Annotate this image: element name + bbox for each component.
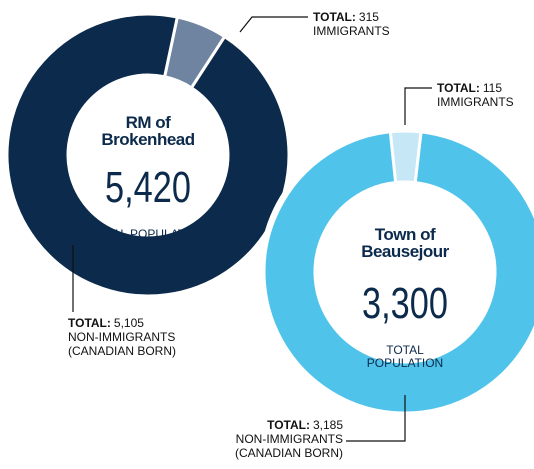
donut-slice — [262, 130, 534, 415]
value-label: 3,185 — [312, 418, 343, 432]
donut-beausejour — [259, 126, 534, 418]
center-text: Town of Beausejour 3,300 TOTAL POPULATIO… — [335, 208, 475, 388]
leader-line — [404, 87, 432, 125]
value-label: 115 — [482, 81, 503, 95]
total-caption: TOTAL POPULATION — [366, 343, 444, 370]
label-prefix: TOTAL: — [267, 418, 310, 432]
total-caption: TOTAL POPULATION — [89, 227, 207, 241]
donut-brokenhead — [5, 12, 291, 298]
value-label: 315 — [358, 10, 379, 24]
label-prefix: TOTAL: — [68, 316, 111, 330]
slice-label: TOTAL: 115 IMMIGRANTS — [437, 81, 514, 109]
slice-label: TOTAL: 315 IMMIGRANTS — [313, 10, 390, 38]
donut-hole — [316, 183, 494, 361]
label-prefix: TOTAL: — [437, 81, 480, 95]
total-value: 5,420 — [105, 163, 191, 212]
category-label: IMMIGRANTS — [437, 95, 514, 109]
slice-label: TOTAL: 3,185 NON-IMMIGRANTS (CANADIAN BORN… — [180, 418, 343, 460]
slice-label: TOTAL: 5,105 NON-IMMIGRANTS (CANADIAN BORN… — [68, 316, 176, 358]
total-value: 3,300 — [362, 279, 448, 328]
chart-title: RM of Brokenhead — [101, 113, 195, 149]
donut-hole — [69, 76, 227, 234]
donut-slice — [5, 12, 291, 298]
category-label: NON-IMMIGRANTS (CANADIAN BORN) — [68, 330, 177, 358]
leader-line — [239, 16, 308, 33]
center-text: RM of Brokenhead 5,420 TOTAL POPULATION — [78, 96, 218, 259]
leader-line — [346, 395, 406, 442]
label-prefix: TOTAL: — [313, 10, 356, 24]
category-label: IMMIGRANTS — [313, 24, 390, 38]
value-label: 5,105 — [113, 316, 144, 330]
category-label: NON-IMMIGRANTS (CANADIAN BORN) — [234, 432, 343, 460]
chart-title: Town of Beausejour — [361, 225, 449, 261]
